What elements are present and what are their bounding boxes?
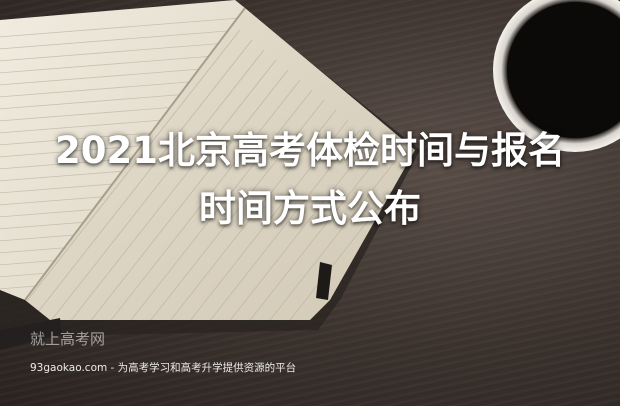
watermark-tagline: 93gaokao.com - 为高考学习和高考升学提供资源的平台	[30, 362, 297, 374]
title-line-2: 时间方式公布	[199, 187, 421, 230]
notebook-right-page	[25, 8, 415, 320]
notebook-spine	[24, 7, 246, 301]
watermark-site-name: 就上高考网	[30, 330, 106, 348]
title-line-1: 2021北京高考体检时间与报名	[55, 129, 565, 172]
notebook-strap	[0, 318, 62, 350]
article-title: 2021北京高考体检时间与报名 时间方式公布	[0, 122, 620, 238]
bookmark-ribbon	[316, 262, 332, 300]
notebook-left-page	[0, 0, 245, 300]
coffee-surface	[507, 2, 620, 138]
